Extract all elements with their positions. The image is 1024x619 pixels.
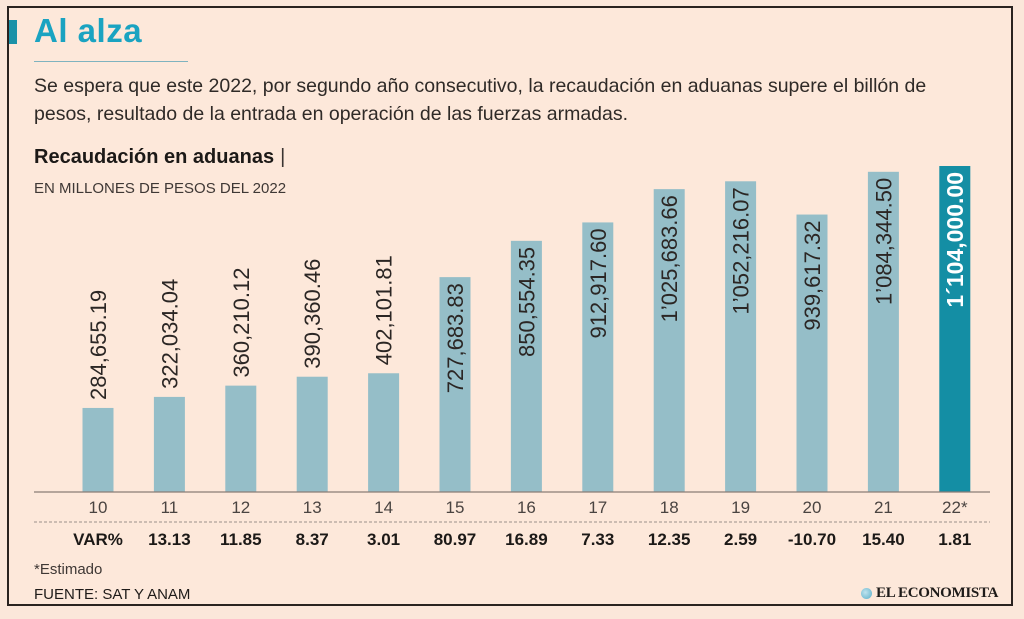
- x-tick-label: 12: [231, 498, 250, 517]
- source-note: FUENTE: SAT Y ANAM: [34, 586, 191, 603]
- bar: [653, 189, 685, 492]
- bar: [153, 396, 185, 492]
- x-tick-label: 22*: [942, 498, 968, 517]
- variation-value: 7.33: [581, 530, 614, 549]
- bar: [82, 407, 114, 492]
- variation-value: 80.97: [434, 530, 477, 549]
- bar: [296, 376, 328, 492]
- bar-value-label: 284,655.19: [86, 290, 111, 400]
- x-tick-label: 19: [731, 498, 750, 517]
- variation-row-label: VAR%: [73, 530, 123, 549]
- x-tick-label: 13: [303, 498, 322, 517]
- x-tick-label: 21: [874, 498, 893, 517]
- title-underline: [34, 61, 188, 62]
- variation-value: 2.59: [724, 530, 757, 549]
- x-tick-label: 10: [89, 498, 108, 517]
- title-accent-bar: [9, 20, 17, 44]
- chart-title: Recaudación en aduanas |: [34, 146, 285, 169]
- variation-value: -10.70: [788, 530, 836, 549]
- bar-value-label: 1’052,216.07: [729, 187, 754, 314]
- bar-value-label: 1’084,344.50: [871, 178, 896, 305]
- bar-value-label: 939,617.32: [800, 221, 825, 331]
- bar: [867, 171, 899, 492]
- bar-value-label: 402,101.81: [372, 255, 397, 365]
- bar: [439, 277, 471, 492]
- bar-value-label: 1’025,683.66: [657, 195, 682, 322]
- bar: [582, 222, 614, 493]
- bar-value-label: 390,360.46: [300, 259, 325, 369]
- bar: [225, 385, 257, 492]
- bar-value-label: 360,210.12: [229, 268, 254, 378]
- infographic-frame: [7, 6, 1013, 606]
- variation-value: 1.81: [938, 530, 971, 549]
- bar-value-label: 850,554.35: [514, 247, 539, 357]
- x-tick-label: 14: [374, 498, 393, 517]
- logo-icon: [861, 588, 872, 599]
- subtitle: Se espera que este 2022, por segundo año…: [34, 75, 927, 125]
- bar: [796, 214, 828, 493]
- estimate-note: *Estimado: [34, 561, 103, 578]
- chart-units-label: EN MILLONES DE PESOS DEL 2022: [34, 180, 287, 197]
- bar-value-label: 912,917.60: [586, 228, 611, 338]
- bar-value-label: 1´104,000.00: [942, 172, 968, 308]
- bar: [725, 181, 757, 493]
- variation-value: 3.01: [367, 530, 400, 549]
- bar-value-label: 727,683.83: [443, 283, 468, 393]
- bar: [510, 240, 542, 492]
- chart-title-separator: |: [280, 146, 286, 168]
- bar: [368, 373, 400, 492]
- bar-highlight: [939, 166, 971, 492]
- variation-value: 12.35: [648, 530, 691, 549]
- x-tick-label: 20: [803, 498, 822, 517]
- variation-value: 16.89: [505, 530, 548, 549]
- variation-value: 13.13: [148, 530, 191, 549]
- bar-value-label: 322,034.04: [157, 279, 182, 389]
- x-tick-label: 15: [446, 498, 465, 517]
- variation-value: 15.40: [862, 530, 905, 549]
- x-tick-label: 17: [588, 498, 607, 517]
- publisher-logo: EL ECONOMISTA: [861, 585, 998, 602]
- logo-text: EL ECONOMISTA: [876, 585, 999, 601]
- variation-value: 11.85: [220, 530, 262, 549]
- x-tick-label: 11: [161, 498, 179, 517]
- chart-title-text: Recaudación en aduanas: [34, 146, 275, 168]
- x-tick-label: 18: [660, 498, 679, 517]
- variation-value: 8.37: [296, 530, 329, 549]
- page-title: Al alza: [34, 12, 143, 49]
- x-tick-label: 16: [517, 498, 536, 517]
